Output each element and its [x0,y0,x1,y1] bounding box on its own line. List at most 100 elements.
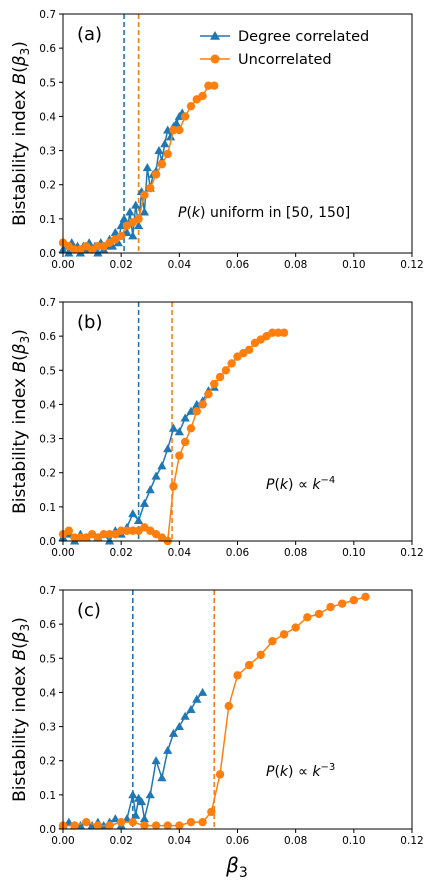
data-point-correlated [64,248,74,257]
data-point-correlated [180,413,190,422]
data-point-correlated [125,207,135,216]
data-point-correlated [163,745,173,754]
x-tick-label: 0.06 [226,259,250,271]
y-axis-label: Bistability index B(β3) [10,41,32,226]
y-tick-label: 0.7 [39,9,56,21]
legend: Degree correlated Uncorrelated [200,29,369,68]
data-point-uncorrelated [326,602,335,612]
data-point-uncorrelated [291,623,300,632]
data-point-uncorrelated [192,407,201,416]
data-point-correlated [174,721,184,731]
data-point-correlated [163,444,173,453]
x-tick-label: 0.00 [51,547,74,559]
data-point-uncorrelated [70,533,79,542]
x-tick-label: 0.04 [168,835,192,847]
data-point-uncorrelated [134,214,143,224]
data-point-uncorrelated [256,650,265,660]
data-point-uncorrelated [180,112,190,121]
data-point-correlated [174,427,184,436]
data-point-correlated [136,797,147,806]
data-point-correlated [186,704,196,713]
data-point-uncorrelated [151,821,161,830]
y-tick-label: 0.0 [39,824,56,836]
y-tick-label: 0.0 [39,536,56,548]
data-point-correlated [168,423,179,432]
data-point-uncorrelated [128,817,137,827]
data-point-uncorrelated [198,817,207,827]
data-point-correlated [151,471,161,480]
x-tick-label: 0.02 [109,547,132,559]
data-point-correlated [128,790,138,799]
x-tick-label: 0.08 [284,835,307,847]
data-point-correlated [139,207,150,216]
data-point-uncorrelated [140,821,149,830]
series-uncorrelated [58,81,219,254]
data-point-uncorrelated [224,701,233,711]
data-point-correlated [168,728,179,737]
y-tick-label: 0.5 [39,365,56,377]
data-point-uncorrelated [244,660,254,670]
legend-label: Uncorrelated [238,52,332,68]
y-tick-label: 0.7 [39,297,56,309]
data-point-uncorrelated [128,526,137,535]
x-tick-label: 0.08 [284,259,307,271]
data-point-uncorrelated [210,379,219,389]
y-tick-label: 0.4 [39,399,56,411]
y-tick-label: 0.5 [39,653,56,665]
data-point-correlated [131,200,141,209]
y-tick-label: 0.3 [39,722,56,734]
data-point-uncorrelated [338,599,347,608]
series-uncorrelated [58,328,289,546]
data-point-correlated [93,248,103,257]
y-tick-label: 0.2 [39,180,56,192]
data-point-correlated [119,214,129,223]
y-tick-label: 0.1 [39,790,56,802]
x-tick-label: 0.04 [168,547,192,559]
x-tick-label: 0.06 [226,835,250,847]
data-point-correlated [192,694,202,703]
panel-c: 0.00 0.02 0.04 0.06 0.08 0.10 0.12 0.0 0.1 0.2 0.3… [10,585,424,847]
data-point-uncorrelated [175,821,184,830]
legend-marker-triangle [210,31,220,40]
data-point-uncorrelated [274,328,283,337]
data-point-uncorrelated [268,328,277,337]
data-point-uncorrelated [215,372,225,382]
x-tick-label: 0.08 [284,547,307,559]
data-point-uncorrelated [169,482,178,491]
data-point-uncorrelated [204,81,213,90]
data-point-uncorrelated [303,613,312,622]
data-point-correlated [134,221,144,230]
data-point-uncorrelated [210,81,219,90]
data-point-correlated [171,118,182,127]
x-tick-label: 0.10 [342,259,365,271]
data-point-uncorrelated [76,533,85,542]
data-point-uncorrelated [105,821,114,830]
data-point-uncorrelated [233,671,242,680]
data-point-uncorrelated [70,821,79,830]
y-tick-label: 0.6 [39,331,56,343]
series-uncorrelated [58,592,370,830]
data-point-uncorrelated [227,359,236,368]
annotation: P(k) ∝ k−3 [266,762,335,780]
data-point-uncorrelated [198,400,207,409]
data-point-uncorrelated [116,231,126,241]
y-tick-label: 0.3 [39,146,56,158]
x-tick-label: 0.00 [51,259,74,271]
data-point-correlated [180,711,190,720]
data-point-uncorrelated [361,592,370,602]
data-point-correlated [128,231,138,240]
y-tick-label: 0.5 [39,77,56,89]
data-point-uncorrelated [82,817,91,827]
series-line-uncorrelated [62,331,285,543]
y-tick-label: 0.4 [39,111,56,123]
data-point-uncorrelated [175,125,184,135]
data-point-correlated [145,485,155,494]
panel-b: 0.00 0.02 0.04 0.06 0.08 0.10 0.12 0.0 0.1 0.2 0.3… [10,297,424,559]
data-point-uncorrelated [221,366,231,375]
data-point-uncorrelated [146,183,155,193]
y-axis-label: Bistability index B(β3) [10,329,32,514]
data-point-correlated [154,145,164,155]
x-tick-label: 0.04 [168,259,192,271]
legend-label: Degree correlated [238,29,369,45]
data-point-uncorrelated [186,817,196,827]
